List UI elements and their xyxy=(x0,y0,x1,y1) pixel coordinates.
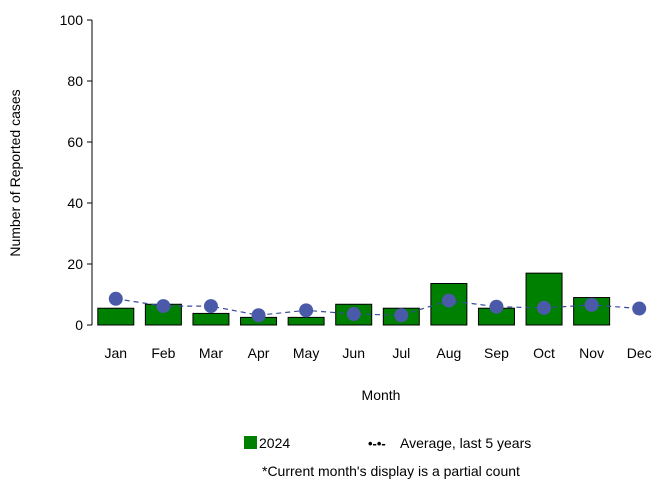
average-point-aug xyxy=(441,293,456,308)
y-tick-label: 20 xyxy=(67,256,83,272)
footnote: *Current month's display is a partial co… xyxy=(262,463,520,479)
legend-swatch-2024 xyxy=(244,436,257,449)
average-point-jan xyxy=(108,291,123,306)
average-point-mar xyxy=(203,299,218,314)
bar-may xyxy=(287,316,325,326)
x-tick-label: Jun xyxy=(342,345,365,361)
y-tick-label: 100 xyxy=(60,12,84,28)
bar-jan xyxy=(97,307,135,326)
legend-line-symbol: •-•- xyxy=(368,436,386,451)
average-point-jun xyxy=(346,307,361,322)
x-tick-label: Feb xyxy=(151,345,175,361)
x-tick-label: Oct xyxy=(533,345,555,361)
bar-oct xyxy=(525,272,563,326)
x-tick-label: Mar xyxy=(199,345,223,361)
axes xyxy=(87,19,93,326)
average-point-feb xyxy=(156,299,171,314)
y-tick-labels: 0 20 40 60 80 100 xyxy=(60,12,84,333)
average-line xyxy=(115,298,640,316)
average-point-dec xyxy=(632,301,647,316)
legend-label-average: Average, last 5 years xyxy=(400,435,531,451)
x-axis-label: Month xyxy=(362,387,401,403)
y-tick-label: 80 xyxy=(67,73,83,89)
x-tick-label: Jul xyxy=(392,345,410,361)
average-point-oct xyxy=(537,300,552,315)
average-point-jul xyxy=(394,308,409,323)
average-point-nov xyxy=(584,297,599,312)
average-point-sep xyxy=(489,299,504,314)
x-tick-label: Aug xyxy=(436,345,461,361)
y-axis-label: Number of Reported cases xyxy=(7,89,23,256)
legend-label-2024: 2024 xyxy=(259,435,290,451)
average-point-may xyxy=(299,303,314,318)
x-tick-label: Jan xyxy=(105,345,128,361)
legend: 2024 •-•- Average, last 5 years xyxy=(244,435,531,451)
x-tick-label: Sep xyxy=(484,345,509,361)
x-tick-label: May xyxy=(293,345,319,361)
y-tick-label: 60 xyxy=(67,134,83,150)
x-tick-label: Dec xyxy=(627,345,652,361)
y-tick-label: 40 xyxy=(67,195,83,211)
y-tick-label: 0 xyxy=(75,317,83,333)
bar-mar xyxy=(192,312,230,326)
average-point-apr xyxy=(251,308,266,323)
x-tick-label: Apr xyxy=(248,345,270,361)
x-tick-labels: Jan Feb Mar Apr May Jun Jul Aug Sep Oct Nov Dec xyxy=(105,345,652,361)
average-line-series xyxy=(108,291,647,323)
x-tick-label: Nov xyxy=(579,345,604,361)
